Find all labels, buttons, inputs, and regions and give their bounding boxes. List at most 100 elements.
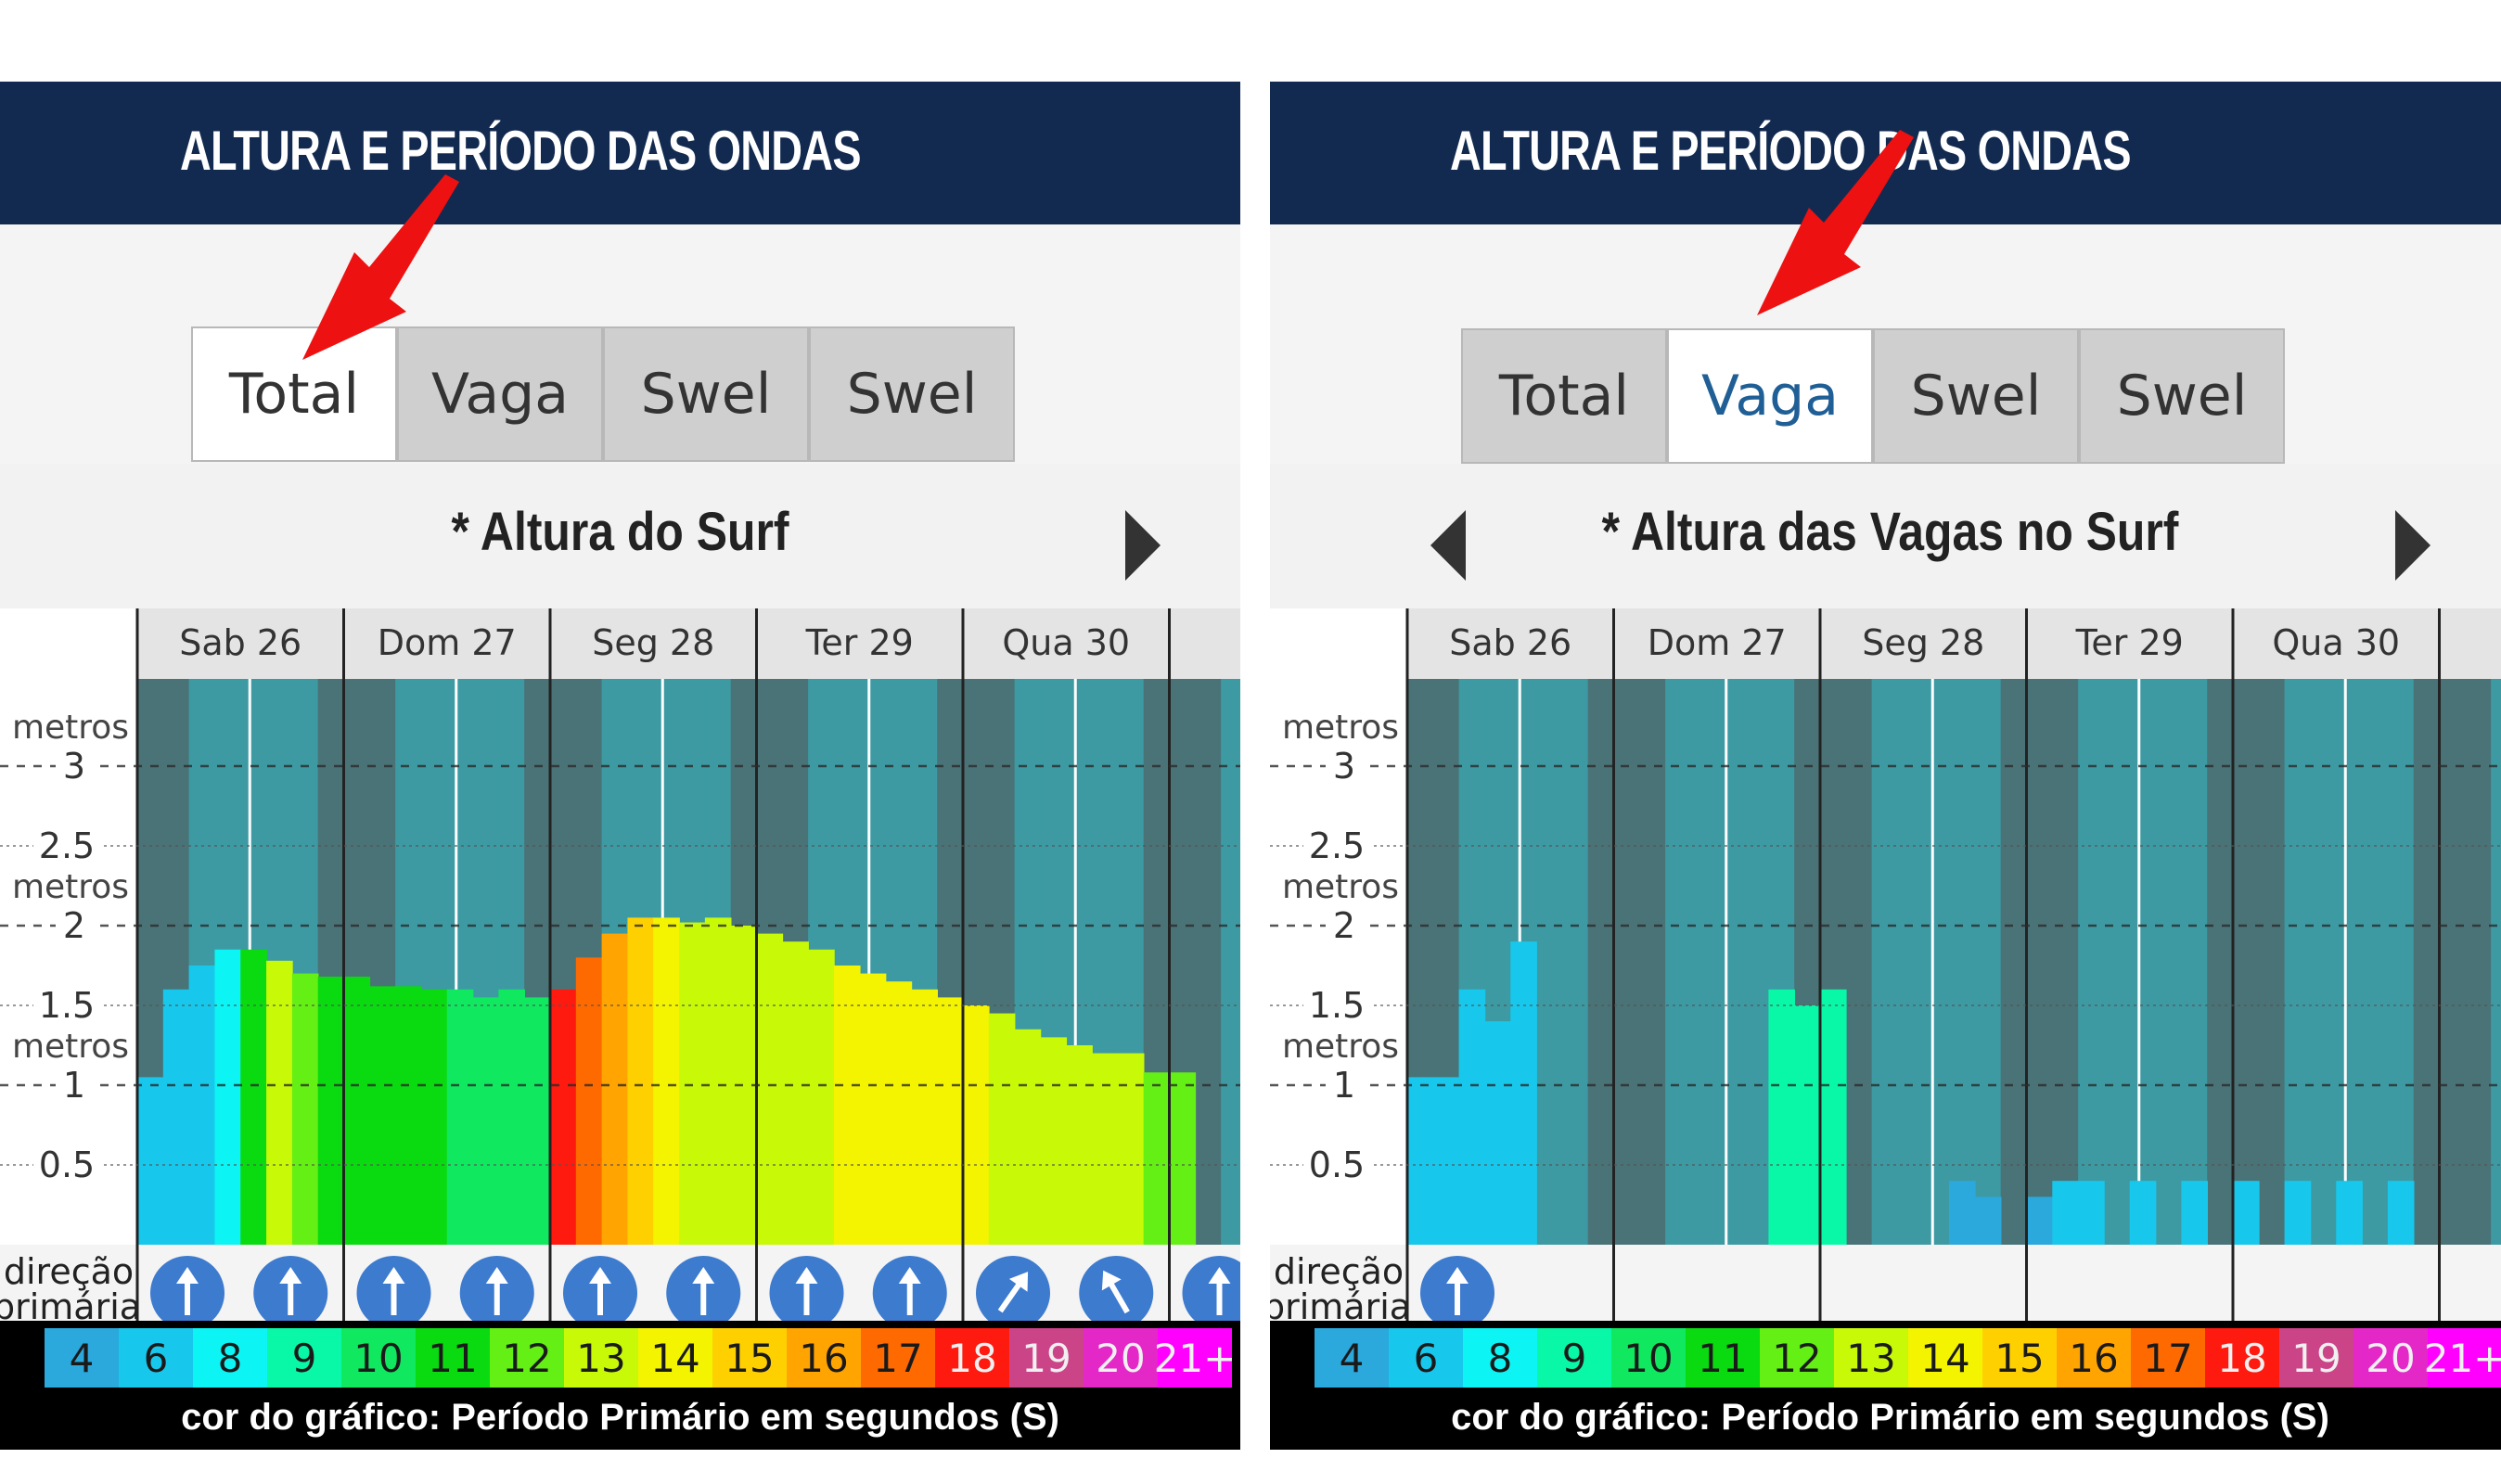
direction-arrow-icon	[563, 1256, 637, 1321]
time-background-stripe	[1897, 679, 1924, 1245]
direction-label: direção	[1274, 1251, 1404, 1292]
period-legend-row: 4 6 8 9 10 11 12 13 14 15 16 17 18 19 20 21+	[1315, 1328, 2501, 1388]
wave-bar	[601, 933, 629, 1245]
tab-swell-2[interactable]: Swel	[2079, 328, 2285, 464]
wave-bar	[524, 997, 551, 1245]
direction-arrow-glyph	[382, 1267, 405, 1315]
legend-cell: 8	[193, 1328, 267, 1388]
time-background-stripe	[1923, 679, 1950, 1245]
wave-bar	[2129, 1181, 2157, 1245]
direction-arrow-icon	[872, 1256, 947, 1321]
wave-bar	[240, 949, 267, 1245]
time-background-stripe	[2491, 679, 2501, 1245]
legend-cell: 19	[1009, 1328, 1084, 1388]
tab-vaga[interactable]: Vaga	[397, 326, 603, 462]
period-legend-row: 4 6 8 9 10 11 12 13 14 15 16 17 18 19 20 21+	[45, 1328, 1236, 1388]
direction-arrow-glyph	[1101, 1270, 1130, 1314]
time-background-stripe	[1690, 679, 1718, 1245]
wave-bar	[188, 966, 216, 1245]
wave-bar	[420, 989, 448, 1245]
arrow-head	[1446, 1267, 1469, 1284]
wave-bar	[988, 1013, 1016, 1245]
time-background-stripe	[1639, 679, 1666, 1245]
time-background-stripe	[1742, 679, 1769, 1245]
prev-arrow-icon[interactable]	[1430, 510, 1466, 581]
chart-subtitle: * Altura das Vagas no Surf	[1601, 502, 2179, 562]
time-background-stripe	[2207, 679, 2234, 1245]
arrow-head	[589, 1267, 611, 1284]
chart-subheader: * Altura das Vagas no Surf	[1270, 464, 2501, 608]
time-background-stripe	[1221, 679, 1240, 1245]
next-arrow-icon[interactable]	[2395, 510, 2430, 581]
legend-cell: 15	[1982, 1328, 2057, 1388]
y-unit-label: metros	[12, 868, 129, 906]
red-annotation-arrow-icon	[1757, 130, 1914, 315]
wave-bar	[756, 933, 784, 1245]
wave-bar	[885, 981, 913, 1245]
wave-bar	[1014, 1029, 1042, 1245]
y-label-bg	[1303, 1145, 1372, 1185]
y-tick-label: 2.5	[39, 825, 95, 866]
legend-cell: 20	[1084, 1328, 1158, 1388]
time-background-stripe	[1613, 679, 1640, 1245]
legend-cell: 4	[1315, 1328, 1389, 1388]
wave-bar	[1066, 1045, 1093, 1245]
time-background-stripe	[2439, 679, 2466, 1245]
wave-bar	[1040, 1037, 1068, 1245]
time-background-stripe	[2465, 679, 2492, 1245]
direction-arrow-icon	[666, 1256, 741, 1321]
tab-swell-2[interactable]: Swel	[809, 326, 1015, 462]
y-unit-label: metros	[1282, 868, 1399, 906]
y-tick-label: 3	[1333, 746, 1355, 787]
day-label: Dom 27	[378, 622, 517, 663]
legend-cell: 6	[119, 1328, 193, 1388]
legend-cell: 17	[861, 1328, 935, 1388]
wave-bar	[808, 949, 835, 1245]
wave-bar	[1117, 1053, 1145, 1245]
legend-cell: 19	[2279, 1328, 2354, 1388]
time-background-stripe	[1845, 679, 1873, 1245]
y-unit-label: metros	[1282, 1028, 1399, 1066]
wave-bar	[937, 997, 964, 1245]
chart-subtitle: * Altura do Surf	[451, 502, 789, 562]
y-tick-label: 1	[1333, 1065, 1355, 1106]
panel-title: ALTURA E PERÍODO DAS ONDAS	[180, 120, 862, 182]
direction-arrow-glyph	[692, 1267, 715, 1315]
tab-swell-1[interactable]: Swel	[1873, 328, 2079, 464]
legend-cell: 13	[564, 1328, 638, 1388]
wave-bar	[369, 986, 396, 1245]
wave-bar	[1820, 989, 1847, 1245]
tab-total[interactable]: Total	[191, 326, 397, 462]
tab-vaga[interactable]: Vaga	[1667, 328, 1873, 464]
tab-total[interactable]: Total	[1461, 328, 1667, 464]
time-background-stripe	[2284, 679, 2311, 1245]
day-label: Ter 29	[2075, 622, 2184, 663]
direction-arrow-icon	[1420, 1256, 1494, 1321]
direction-arrow-icon	[253, 1256, 328, 1321]
y-label-bg	[1326, 1065, 1363, 1106]
time-background-stripe	[2078, 679, 2105, 1245]
wave-bar	[2052, 1181, 2079, 1245]
wave-bar	[1143, 1072, 1171, 1245]
arrow-head	[176, 1267, 199, 1284]
arrow-head	[279, 1267, 302, 1284]
tab-swell-1[interactable]: Swel	[603, 326, 809, 462]
time-background-stripe	[1716, 679, 1744, 1245]
next-arrow-icon[interactable]	[1125, 510, 1161, 581]
legend-cell: 21+	[2424, 1328, 2501, 1388]
wave-bar	[1169, 1072, 1197, 1245]
y-unit-label: metros	[12, 1028, 129, 1066]
wave-bar	[1432, 1077, 1460, 1245]
day-label: Ter 29	[805, 622, 914, 663]
direction-label: primária	[0, 1286, 141, 1321]
y-label-bg	[56, 1065, 93, 1106]
legend-cell: 10	[1611, 1328, 1686, 1388]
time-background-stripe	[1949, 679, 1976, 1245]
direction-arrow-glyph	[589, 1267, 611, 1315]
time-background-stripe	[2155, 679, 2182, 1245]
y-label-bg	[1326, 905, 1363, 946]
direction-arrow-icon	[356, 1256, 431, 1321]
legend-cell: 4	[45, 1328, 119, 1388]
direction-arrow-glyph	[898, 1267, 921, 1315]
